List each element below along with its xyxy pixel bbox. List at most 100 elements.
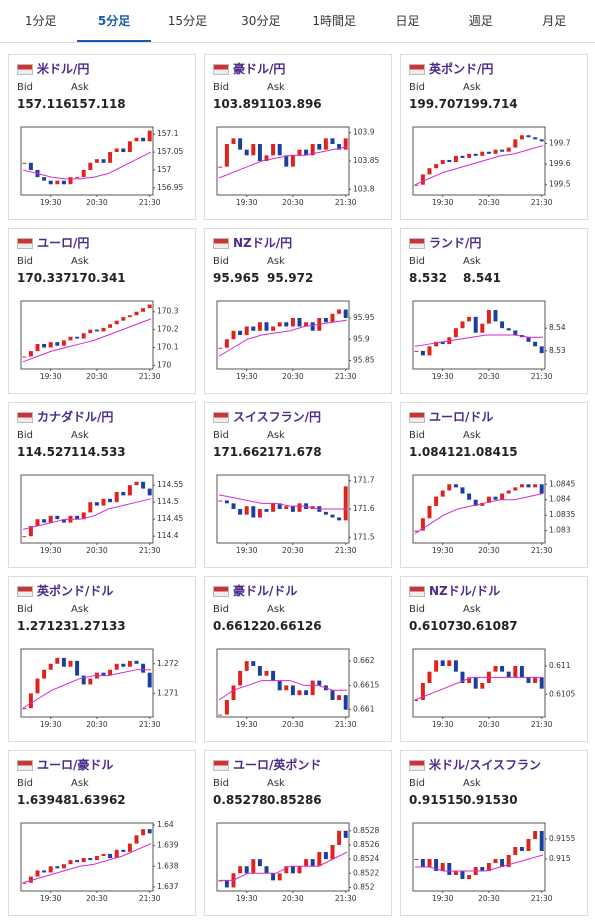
candle: [108, 324, 113, 328]
moving-average: [22, 151, 152, 180]
pair-name[interactable]: 豪ドル/円: [233, 62, 286, 76]
candle: [94, 329, 99, 332]
pair-card: NZドル/円 Bid Ask 95.965 95.972 95.85 95.9 95.95 19…: [204, 228, 392, 394]
flag-icon: [17, 760, 33, 771]
bid-value: 0.91515: [409, 793, 464, 807]
pair-name[interactable]: 豪ドル/ドル: [233, 584, 298, 598]
timeframe-tab[interactable]: 1分足: [24, 14, 57, 28]
candle: [28, 526, 33, 537]
candle: [506, 147, 511, 152]
candle: [108, 498, 113, 503]
candle: [447, 863, 452, 875]
timeframe-tab[interactable]: 1時間足: [312, 14, 356, 28]
x-tick-label: 21:30: [335, 546, 357, 555]
candle: [68, 860, 73, 865]
candle: [460, 155, 465, 158]
y-tick-label: 0.9155: [549, 834, 575, 843]
candle: [427, 346, 432, 356]
candle: [22, 162, 27, 164]
candle: [28, 351, 33, 357]
pair-name[interactable]: NZドル/ドル: [429, 584, 501, 598]
candle: [271, 873, 276, 881]
bid-value: 95.965: [213, 271, 260, 285]
y-tick-label: 170.2: [157, 325, 179, 334]
x-tick-label: 21:30: [335, 720, 357, 729]
candle: [480, 502, 485, 506]
bid-label: Bid: [17, 778, 33, 789]
mini-chart: 0.915 0.9155 19:30 20:30 21:30: [412, 822, 575, 903]
candle: [427, 505, 432, 519]
candle: [486, 151, 491, 154]
x-tick-label: 20:30: [478, 894, 500, 903]
candle: [114, 492, 119, 503]
pair-name[interactable]: ユーロ/円: [37, 236, 90, 250]
x-tick-label: 21:30: [531, 546, 553, 555]
y-tick-label: 95.95: [353, 313, 375, 322]
candle: [257, 144, 262, 161]
candle: [127, 485, 132, 496]
timeframe-tab[interactable]: 30分足: [241, 14, 281, 28]
pair-name[interactable]: ユーロ/英ポンド: [233, 758, 322, 772]
y-tick-label: 1.272: [157, 659, 179, 668]
pair-name[interactable]: 英ポンド/ドル: [37, 584, 114, 598]
candle: [513, 487, 518, 491]
candle: [493, 859, 498, 863]
pair-name[interactable]: スイスフラン/円: [233, 410, 322, 424]
x-tick-label: 19:30: [432, 720, 454, 729]
bid-value: 8.532: [409, 271, 447, 285]
timeframe-tab[interactable]: 5分足: [77, 0, 151, 42]
pair-name[interactable]: ユーロ/ドル: [429, 410, 494, 424]
x-tick-label: 19:30: [40, 720, 62, 729]
candle: [533, 677, 538, 683]
x-tick-label: 20:30: [86, 894, 108, 903]
timeframe-tab[interactable]: 週足: [468, 14, 493, 28]
candle: [453, 328, 458, 338]
x-tick-label: 20:30: [478, 720, 500, 729]
pair-name[interactable]: 英ポンド/円: [429, 62, 494, 76]
y-tick-label: 114.45: [157, 514, 183, 523]
candle: [42, 519, 47, 523]
candle: [218, 166, 223, 168]
x-tick-label: 21:30: [531, 720, 553, 729]
candle: [480, 683, 485, 689]
pair-name[interactable]: NZドル/円: [233, 236, 293, 250]
candle: [101, 327, 106, 332]
timeframe-tab[interactable]: 日足: [395, 14, 420, 28]
timeframe-tab[interactable]: 15分足: [167, 14, 208, 28]
ask-value: 0.66126: [267, 619, 322, 633]
bid-label: Bid: [17, 256, 33, 267]
pair-name[interactable]: 米ドル/スイスフラン: [429, 758, 542, 772]
pair-name[interactable]: 米ドル/円: [37, 62, 90, 76]
candle: [244, 149, 249, 156]
candle: [61, 340, 66, 346]
candle: [244, 866, 249, 874]
y-tick-label: 199.5: [549, 180, 571, 189]
candle: [127, 315, 132, 318]
y-tick-label: 171.6: [353, 504, 375, 513]
candle: [48, 866, 53, 873]
candle: [493, 310, 498, 322]
ask-value: 157.118: [71, 97, 126, 111]
candle: [121, 663, 126, 667]
pair-name[interactable]: ユーロ/豪ドル: [37, 758, 114, 772]
candle: [284, 155, 289, 167]
y-tick-label: 1.271: [157, 688, 179, 697]
x-tick-label: 19:30: [432, 546, 454, 555]
x-tick-label: 20:30: [282, 546, 304, 555]
plot-frame: [216, 126, 350, 196]
timeframe-tab[interactable]: 月足: [542, 14, 567, 28]
flag-icon: [409, 412, 425, 423]
mini-chart: 199.5 199.6 199.7 19:30 20:30 21:30: [412, 126, 571, 207]
pair-card: ランド/円 Bid Ask 8.532 8.541 8.53 8.54 19:30 20:30 2…: [400, 228, 588, 394]
candle: [147, 829, 152, 834]
pair-name[interactable]: ランド/円: [429, 236, 482, 250]
candle: [48, 342, 53, 348]
ask-value: 0.61087: [463, 619, 518, 633]
mini-chart: 0.852 0.8522 0.8524 0.8526 0.8528 19:30 20:30 2…: [216, 822, 379, 903]
candle: [513, 666, 518, 678]
candle: [317, 144, 322, 150]
ask-label: Ask: [463, 604, 481, 615]
x-tick-label: 20:30: [282, 372, 304, 381]
candle: [526, 484, 531, 488]
pair-name[interactable]: カナダドル/円: [37, 410, 114, 424]
